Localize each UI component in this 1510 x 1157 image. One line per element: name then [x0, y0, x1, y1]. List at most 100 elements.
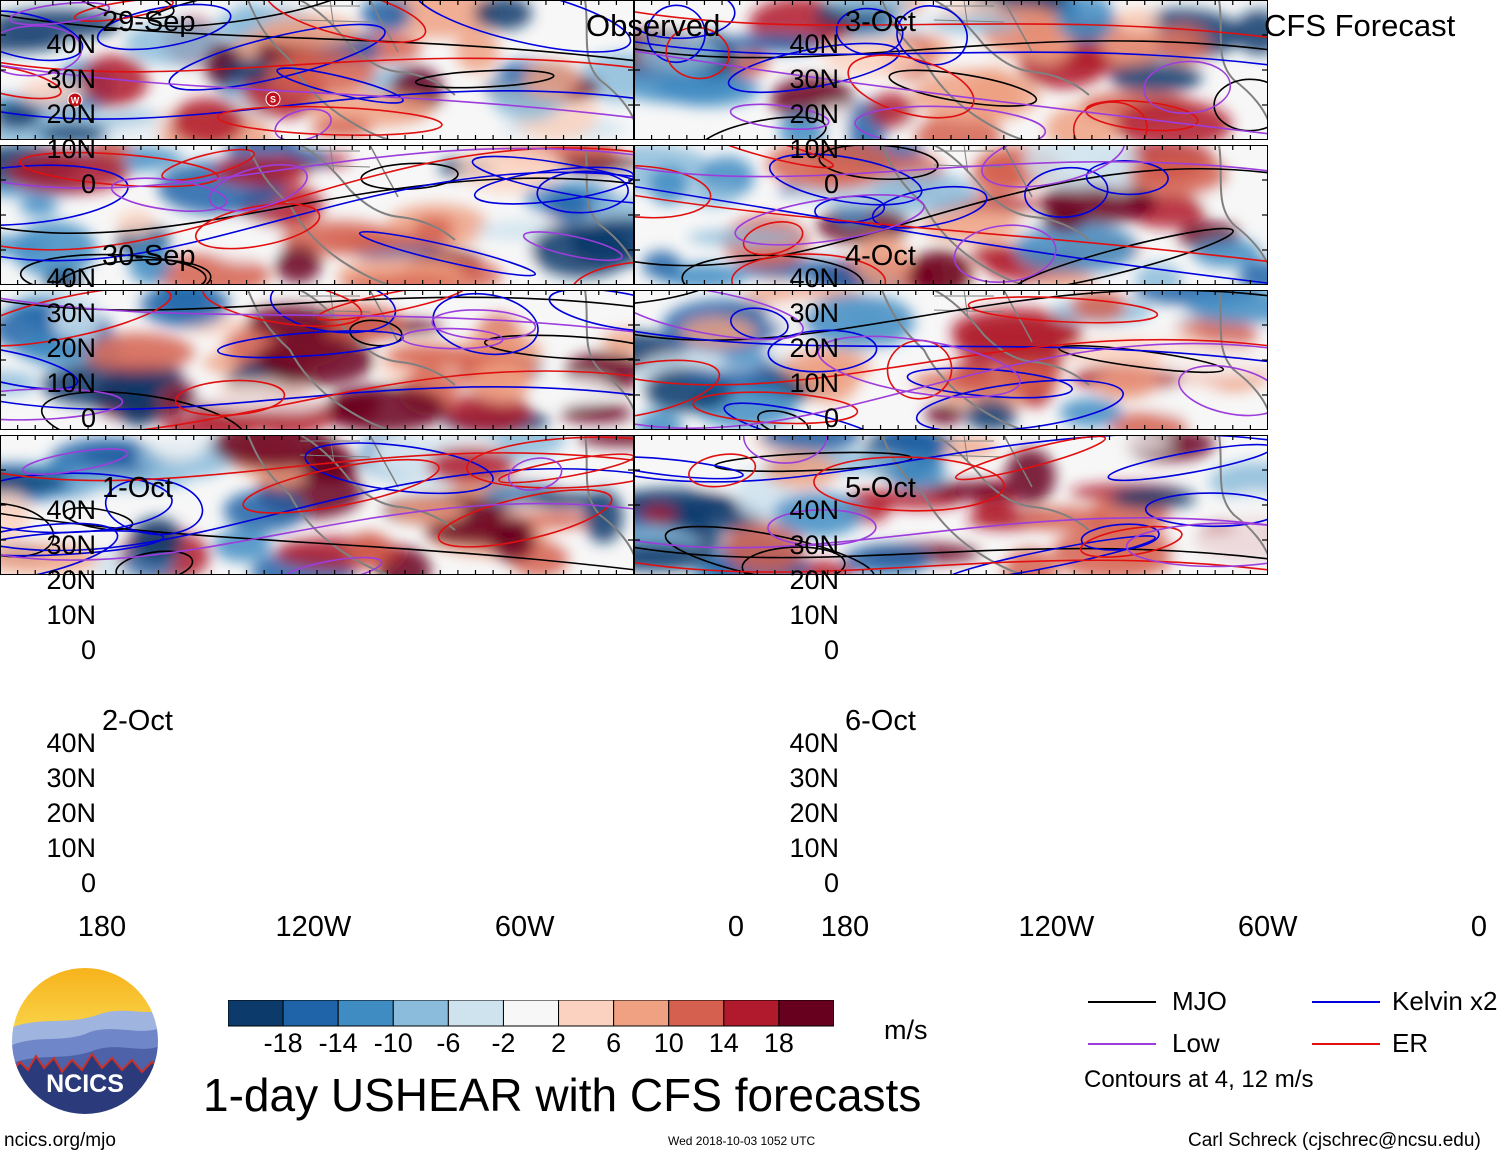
colorbar-label: 18 [763, 1028, 794, 1058]
contour-note: Contours at 4, 12 m/s [1084, 1066, 1314, 1093]
map-panels: 29-Sep 40N 30N 20N 10N 0 W S 30-Sep 40N 30N 20N 10N 0… [0, 0, 1269, 897]
latitude-label: 30N [46, 64, 96, 94]
colorbar-swatch [778, 1000, 834, 1027]
colorbar-swatch [723, 1000, 780, 1027]
latitude-label: 20N [46, 565, 96, 595]
latitude-label: 40N [789, 263, 839, 293]
panel-date-label: 29-Sep [102, 6, 196, 38]
latitude-label: 20N [789, 798, 839, 828]
colorbar-label: 2 [551, 1028, 567, 1058]
latitude-label: 10N [789, 833, 839, 863]
latitude-label: 30N [789, 530, 839, 560]
panel-date-label: 30-Sep [102, 240, 196, 272]
colorbar-label: -18 [263, 1028, 303, 1058]
latitude-label: 40N [46, 263, 96, 293]
low-legend-label: Low [1172, 1028, 1220, 1058]
shear-map-30-sep [633, 0, 1269, 141]
latitude-label: 30N [46, 763, 96, 793]
longitude-label: 0 [1470, 911, 1488, 943]
svg-text:S: S [270, 95, 276, 105]
colorbar-label: -2 [491, 1028, 516, 1058]
latitude-label: 40N [46, 728, 96, 758]
latitude-label: 20N [46, 99, 96, 129]
latitude-label: 0 [823, 635, 839, 665]
latitude-label: 30N [789, 64, 839, 94]
longitude-label: 180 [77, 911, 127, 943]
latitude-label: 20N [789, 565, 839, 595]
forecast-header: CFS Forecast [1264, 8, 1456, 43]
longitude-label: 0 [727, 911, 745, 943]
mjo-legend-line [1088, 1001, 1156, 1003]
longitude-label: 120W [1018, 911, 1095, 943]
longitude-label: 60W [1237, 911, 1298, 943]
latitude-label: 10N [46, 600, 96, 630]
latitude-label: 40N [789, 495, 839, 525]
colorbar-label: 14 [708, 1028, 739, 1058]
latitude-label: 30N [789, 763, 839, 793]
latitude-label: 30N [46, 530, 96, 560]
colorbar-swatch [282, 1000, 339, 1027]
latitude-label: 10N [46, 368, 96, 398]
latitude-label: 0 [823, 403, 839, 433]
longitude-label: 180 [820, 911, 870, 943]
timestamp: Wed 2018-10-03 1052 UTC [668, 1134, 816, 1148]
latitude-label: 10N [46, 833, 96, 863]
kelvin-legend-label: Kelvin x2 [1392, 986, 1498, 1016]
latitude-label: 40N [789, 728, 839, 758]
storm-marker: W [67, 92, 83, 108]
colorbar-swatch [668, 1000, 725, 1027]
colorbar-swatch [392, 1000, 449, 1027]
latitude-label: 10N [789, 368, 839, 398]
observed-header: Observed [586, 8, 721, 43]
latitude-label: 40N [46, 495, 96, 525]
colorbar [228, 1000, 834, 1027]
mjo-legend-label: MJO [1172, 986, 1227, 1016]
colorbar-swatch [502, 1000, 560, 1027]
shear-map-6-oct [633, 434, 1269, 576]
latitude-label: 10N [789, 600, 839, 630]
colorbar-label: -6 [436, 1028, 461, 1058]
latitude-label: 0 [80, 635, 96, 665]
colorbar-swatch [613, 1000, 670, 1027]
shear-map-4-oct [633, 289, 1269, 431]
latitude-label: 20N [46, 333, 96, 363]
panel-date-label: 3-Oct [845, 6, 916, 38]
author-credit: Carl Schreck (cjschrec@ncsu.edu) [1188, 1130, 1481, 1151]
er-legend-label: ER [1392, 1028, 1429, 1058]
svg-text:W: W [71, 96, 80, 106]
latitude-label: 40N [46, 29, 96, 59]
colorbar-label: 10 [653, 1028, 684, 1058]
kelvin-legend-line [1312, 1001, 1380, 1003]
longitude-label: 60W [494, 911, 555, 943]
colorbar-label: 6 [606, 1028, 622, 1058]
shear-map-3-oct [0, 289, 635, 431]
latitude-label: 40N [789, 29, 839, 59]
panel-date-label: 4-Oct [845, 240, 916, 272]
panel-date-label: 6-Oct [845, 705, 916, 737]
latitude-label: 0 [823, 868, 839, 898]
shear-map-2-oct [633, 144, 1269, 286]
shear-map-1-oct [0, 144, 635, 286]
colorbar-swatch [337, 1000, 394, 1027]
main-title: 1-day USHEAR with CFS forecasts [203, 1069, 922, 1121]
colorbar-swatch [447, 1000, 504, 1027]
latitude-label: 30N [46, 298, 96, 328]
latitude-label: 20N [46, 798, 96, 828]
latitude-label: 10N [46, 134, 96, 164]
shear-map-5-oct [0, 434, 635, 576]
colorbar-label: -10 [373, 1028, 413, 1058]
latitude-label: 20N [789, 333, 839, 363]
colorbar-swatch [558, 1000, 615, 1027]
panel-date-label: 2-Oct [102, 705, 173, 737]
latitude-label: 30N [789, 298, 839, 328]
latitude-label: 0 [80, 403, 96, 433]
latitude-label: 20N [789, 99, 839, 129]
latitude-label: 0 [80, 169, 96, 199]
er-legend-line [1312, 1043, 1380, 1045]
colorbar-swatch [228, 1000, 284, 1027]
panel-date-label: 1-Oct [102, 472, 173, 504]
website-link[interactable]: ncics.org/mjo [4, 1130, 116, 1151]
panel-date-label: 5-Oct [845, 472, 916, 504]
colorbar-label: -14 [318, 1028, 358, 1058]
